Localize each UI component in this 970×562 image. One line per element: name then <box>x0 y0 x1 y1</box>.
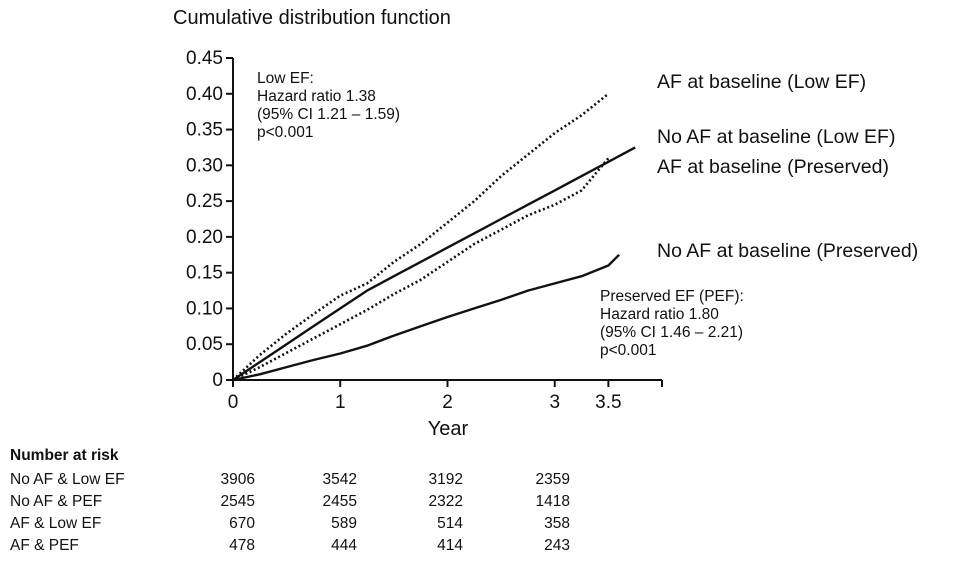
low-ef-annotation-line-4: p<0.001 <box>257 124 313 141</box>
pef-annotation-line-1: Preserved EF (PEF): <box>600 288 744 305</box>
series-label-af-preserved: AF at baseline (Preserved) <box>657 156 889 178</box>
y-tick-label: 0.15 <box>186 263 223 284</box>
y-tick-label: 0.25 <box>186 191 223 212</box>
x-tick-label: 1 <box>335 392 346 413</box>
chart-title: Cumulative distribution function <box>173 7 451 29</box>
risk-row-label: AF & PEF <box>10 537 79 554</box>
risk-cell: 3192 <box>429 471 463 488</box>
risk-cell: 1418 <box>536 493 570 510</box>
risk-row-label: No AF & Low EF <box>10 471 125 488</box>
y-tick-label: 0.05 <box>186 334 223 355</box>
risk-cell: 444 <box>331 537 357 554</box>
series-label-af-low-ef: AF at baseline (Low EF) <box>657 71 866 93</box>
series-group <box>232 92 636 382</box>
risk-cell: 3542 <box>323 471 357 488</box>
risk-cell: 514 <box>437 515 463 532</box>
risk-cell: 414 <box>437 537 463 554</box>
x-axis-title: Year <box>428 418 469 440</box>
y-tick-label: 0.10 <box>186 298 223 319</box>
risk-cell: 2359 <box>536 471 570 488</box>
y-tick-label: 0.30 <box>186 155 223 176</box>
y-tick-label: 0 <box>212 370 223 391</box>
risk-cell: 2545 <box>221 493 255 510</box>
x-tick-label: 0 <box>228 392 239 413</box>
y-tick-label: 0.45 <box>186 48 223 69</box>
risk-row-label: No AF & PEF <box>10 493 102 510</box>
y-tick-label: 0.35 <box>186 120 223 141</box>
risk-row-label: AF & Low EF <box>10 515 101 532</box>
risk-cell: 2322 <box>429 493 463 510</box>
x-tick-label: 2 <box>442 392 453 413</box>
y-tick-label: 0.20 <box>186 227 223 248</box>
pef-annotation-line-2: Hazard ratio 1.80 <box>600 306 719 323</box>
risk-cell: 3906 <box>221 471 255 488</box>
risk-cell: 670 <box>229 515 255 532</box>
y-tick-label: 0.40 <box>186 84 223 105</box>
risk-cell: 358 <box>544 515 570 532</box>
x-ticks: 0 1 2 3 3.5 <box>228 380 663 413</box>
low-ef-annotation-line-2: Hazard ratio 1.38 <box>257 88 376 105</box>
risk-table: No AF & Low EF 3906 3542 3192 2359 No AF & PE… <box>10 471 570 554</box>
series-label-no-af-preserved: No AF at baseline (Preserved) <box>657 240 918 262</box>
series-label-no-af-low-ef: No AF at baseline (Low EF) <box>657 126 895 148</box>
series-line-no-af-preserved <box>232 253 620 382</box>
risk-table-title: Number at risk <box>10 447 119 464</box>
risk-cell: 478 <box>229 537 255 554</box>
risk-cell: 589 <box>331 515 357 532</box>
low-ef-annotation-line-3: (95% CI 1.21 – 1.59) <box>257 106 400 123</box>
pef-annotation-line-4: p<0.001 <box>600 342 656 359</box>
low-ef-annotation-line-1: Low EF: <box>257 70 314 87</box>
x-tick-label: 3 <box>549 392 560 413</box>
series-line-no-af-low-ef <box>232 146 636 381</box>
risk-cell: 243 <box>544 537 570 554</box>
pef-annotation-line-3: (95% CI 1.46 – 2.21) <box>600 324 743 341</box>
risk-cell: 2455 <box>323 493 357 510</box>
y-ticks: 0 0.05 0.10 0.15 0.20 0.25 0.30 0.35 0.40 0.45 <box>186 48 233 391</box>
x-tick-label: 3.5 <box>595 392 621 413</box>
series-line-af-preserved <box>232 157 610 382</box>
